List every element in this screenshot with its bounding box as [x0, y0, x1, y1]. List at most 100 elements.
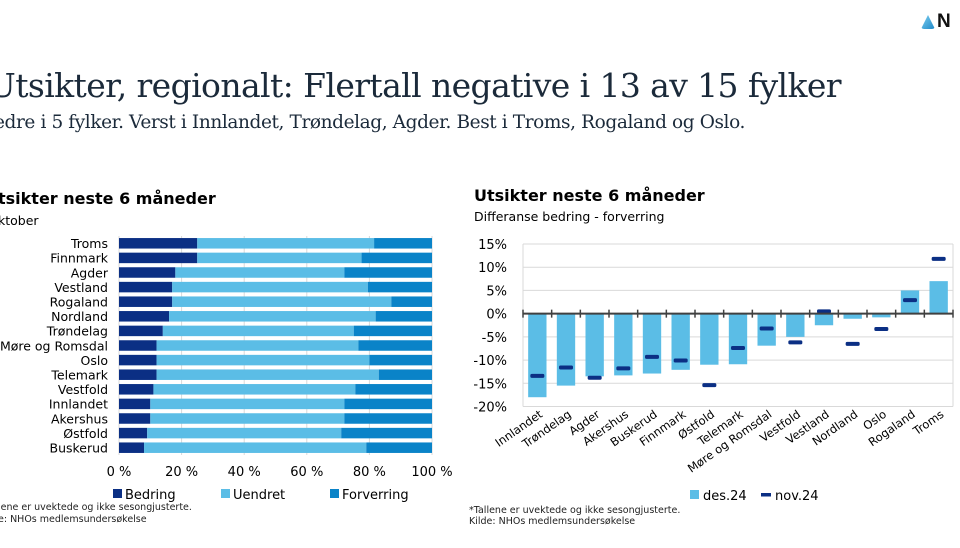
- legend-swatch: [330, 489, 339, 498]
- bar-segment-bedring: [119, 427, 148, 439]
- bar-segment-uendret: [197, 238, 375, 249]
- marker-nov24: [788, 340, 803, 345]
- legend-label: des.24: [703, 489, 747, 504]
- y-tick-label: -20%: [473, 401, 507, 416]
- marker-nov24: [931, 256, 946, 261]
- bar-segment-uendret: [162, 325, 354, 337]
- bar-segment-uendret: [156, 354, 370, 366]
- marker-nov24: [903, 298, 917, 303]
- bar-segment-uendret: [150, 398, 345, 410]
- y-tick-label: -10%: [473, 354, 507, 369]
- right-note-2: Kilde: NHOs medlemsundersøkelse: [469, 516, 636, 527]
- bar-des24: [872, 313, 891, 318]
- bar-des24: [642, 313, 662, 374]
- category-label: Trøndelag: [46, 324, 108, 339]
- logo-text: N: [937, 11, 951, 32]
- bar-segment-forverring: [361, 252, 432, 264]
- bar-des24: [814, 313, 834, 326]
- bar-segment-uendret: [153, 384, 356, 395]
- bar-des24: [671, 313, 690, 370]
- bar-segment-forverring: [341, 427, 432, 439]
- bar-segment-forverring: [344, 267, 432, 278]
- bar-des24: [728, 313, 748, 365]
- left-note-2: e: NHOs medlemsundersøkelse: [0, 514, 147, 525]
- x-tick-label: 40 %: [228, 465, 261, 480]
- left-chart-title: tsikter neste 6 måneder: [0, 189, 216, 208]
- bar-segment-bedring: [119, 340, 157, 351]
- bar-segment-forverring: [344, 398, 432, 410]
- bar-segment-bedring: [119, 281, 173, 293]
- bar-des24: [556, 313, 576, 386]
- y-tick-label: 0%: [486, 308, 507, 323]
- bar-segment-bedring: [119, 354, 157, 366]
- left-note-1: lene er uvektede og ikke sesongjusterte.: [0, 502, 192, 513]
- right-note-1: *Tallene er uvektede og ikke sesongjuste…: [469, 505, 681, 516]
- category-label: Oslo: [81, 353, 108, 368]
- bar-segment-uendret: [147, 427, 342, 439]
- x-tick-label: 20 %: [165, 465, 198, 480]
- y-tick-label: 10%: [478, 261, 507, 276]
- marker-nov24: [530, 373, 545, 378]
- x-tick-label: 80 %: [353, 465, 386, 480]
- category-label: Rogaland: [50, 294, 108, 309]
- legend-swatch: [113, 489, 122, 498]
- bar-des24: [528, 313, 547, 398]
- y-tick-label: -15%: [473, 377, 507, 392]
- bar-segment-forverring: [353, 325, 432, 337]
- x-tick-label: 100 %: [411, 465, 452, 480]
- bar-segment-forverring: [367, 281, 432, 293]
- legend-swatch: [221, 489, 230, 498]
- y-tick-label: 5%: [486, 284, 507, 299]
- bar-segment-uendret: [156, 369, 379, 380]
- bar-des24: [585, 313, 604, 377]
- marker-nov24: [616, 366, 631, 371]
- bar-segment-forverring: [358, 340, 432, 351]
- bar-des24: [786, 313, 805, 337]
- right-chart-title: Utsikter neste 6 måneder: [474, 186, 705, 205]
- bar-des24: [929, 281, 948, 314]
- bar-segment-bedring: [119, 398, 151, 410]
- bar-segment-bedring: [119, 311, 170, 322]
- bar-segment-bedring: [119, 296, 173, 307]
- bar-segment-forverring: [344, 413, 432, 424]
- bar-segment-bedring: [119, 442, 145, 453]
- category-label: Agder: [71, 265, 109, 280]
- x-tick-label: 60 %: [290, 465, 323, 480]
- page-title: Utsikter, regionalt: Flertall negative i…: [0, 66, 842, 105]
- legend-label: Uendret: [233, 488, 285, 503]
- bar-segment-uendret: [169, 311, 376, 322]
- legend-label: Bedring: [125, 488, 176, 503]
- marker-nov24: [702, 383, 717, 388]
- left-chart-subtitle: ktober: [0, 213, 39, 228]
- legend-label: Forverring: [342, 488, 409, 503]
- bar-segment-forverring: [378, 369, 432, 380]
- bar-segment-uendret: [175, 267, 345, 278]
- bar-segment-bedring: [119, 238, 198, 249]
- marker-nov24: [845, 341, 860, 346]
- bar-segment-forverring: [366, 442, 432, 453]
- bar-segment-bedring: [119, 413, 151, 424]
- bar-segment-bedring: [119, 325, 163, 337]
- bar-des24: [843, 313, 862, 319]
- marker-nov24: [587, 375, 602, 380]
- category-label: Troms: [910, 407, 947, 439]
- bar-des24: [614, 313, 633, 376]
- bar-segment-forverring: [375, 311, 432, 322]
- page-subtitle: edre i 5 fylker. Verst i Innlandet, Trøn…: [0, 112, 745, 133]
- marker-nov24: [731, 346, 745, 350]
- marker-nov24: [874, 326, 889, 331]
- nho-logo: N: [921, 12, 951, 32]
- bar-segment-forverring: [391, 296, 432, 307]
- marker-nov24: [673, 358, 688, 363]
- bar-segment-forverring: [374, 238, 432, 249]
- category-label: Østfold: [63, 426, 108, 441]
- category-label: Møre og Romsdal: [0, 338, 108, 353]
- bar-segment-uendret: [144, 442, 367, 453]
- bar-segment-forverring: [355, 384, 432, 395]
- category-label: Vestfold: [58, 382, 108, 397]
- category-label: Nordland: [51, 309, 108, 324]
- bar-segment-bedring: [119, 267, 176, 278]
- bar-segment-uendret: [172, 281, 368, 293]
